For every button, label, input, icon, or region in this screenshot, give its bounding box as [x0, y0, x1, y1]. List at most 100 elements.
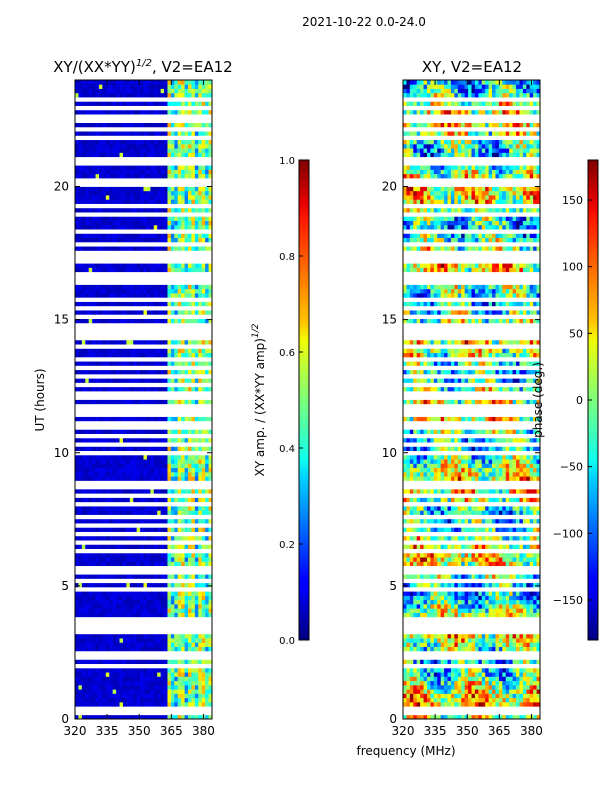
heatmap-cell — [164, 190, 168, 196]
heatmap-cell — [85, 352, 90, 358]
heatmap-cell — [116, 595, 120, 601]
heatmap-cell — [416, 544, 421, 549]
heatmap-cell — [450, 595, 455, 601]
heatmap-cell — [492, 633, 496, 639]
heatmap-cell — [98, 463, 103, 469]
heatmap-cell — [208, 237, 213, 243]
heatmap-cell — [98, 284, 103, 290]
heatmap-cell — [208, 224, 213, 230]
heatmap-cell — [164, 369, 168, 375]
heatmap-cell — [119, 224, 124, 230]
heatmap-cell — [430, 689, 435, 694]
heatmap-cell — [502, 612, 507, 618]
heatmap-cell — [478, 697, 483, 703]
heatmap-cell — [143, 608, 148, 613]
heatmap-cell — [488, 684, 493, 690]
heatmap-cell — [112, 544, 117, 549]
heatmap-cell — [102, 288, 107, 294]
heatmap-cell — [208, 459, 213, 464]
heatmap-cell — [519, 646, 524, 652]
heatmap-cell — [208, 659, 213, 665]
heatmap-cell — [430, 552, 435, 558]
heatmap-cell — [75, 497, 79, 503]
heatmap-cell — [170, 471, 175, 477]
heatmap-cell — [153, 339, 158, 345]
heatmap-cell — [136, 676, 141, 682]
heatmap-cell — [105, 92, 110, 98]
heatmap-cell — [433, 659, 438, 665]
heatmap-cell — [464, 518, 469, 524]
heatmap-cell — [133, 92, 138, 98]
heatmap-cell — [440, 582, 445, 588]
heatmap-cell — [512, 646, 517, 652]
heatmap-cell — [129, 714, 134, 720]
heatmap-cell — [194, 463, 199, 469]
heatmap-cell — [498, 476, 503, 481]
heatmap-cell — [119, 173, 124, 179]
heatmap-cell — [150, 284, 155, 290]
heatmap-cell — [403, 672, 407, 677]
heatmap-cell — [153, 310, 158, 315]
heatmap-cell — [198, 348, 203, 354]
heatmap-cell — [188, 190, 192, 196]
heatmap-cell — [153, 582, 158, 588]
heatmap-cell — [433, 557, 438, 562]
heatmap-cell — [116, 488, 120, 494]
amplitude-colorbar: 0.00.20.40.60.81.0 XY amp. / (XX*YY amp)… — [251, 156, 310, 647]
heatmap-cell — [170, 429, 175, 434]
heatmap-cell — [140, 339, 144, 345]
heatmap-cell — [191, 612, 196, 618]
heatmap-cell — [75, 361, 79, 366]
heatmap-cell — [444, 527, 448, 532]
heatmap-cell — [136, 612, 141, 618]
y-tick-label: 15 — [54, 313, 69, 327]
heatmap-cell — [198, 595, 203, 601]
heatmap-cell — [164, 237, 168, 243]
heatmap-cell — [184, 190, 189, 196]
heatmap-cell — [136, 672, 141, 677]
heatmap-cell — [426, 603, 431, 609]
heatmap-cell — [177, 190, 182, 196]
missing-data-gap — [75, 156, 212, 162]
heatmap-cell — [146, 139, 151, 145]
heatmap-cell — [423, 608, 428, 613]
heatmap-cell — [485, 667, 490, 673]
heatmap-cell — [119, 199, 124, 204]
heatmap-cell — [126, 638, 131, 643]
heatmap-cell — [194, 361, 199, 366]
heatmap-cell — [143, 680, 148, 686]
missing-data-gap — [403, 655, 540, 660]
heatmap-cell — [153, 701, 158, 707]
heatmap-cell — [201, 667, 206, 673]
heatmap-cell — [437, 667, 442, 673]
heatmap-cell — [105, 693, 110, 699]
heatmap-cell — [184, 659, 189, 665]
heatmap-cell — [198, 476, 203, 481]
heatmap-cell — [406, 510, 411, 515]
heatmap-cell — [95, 488, 100, 494]
heatmap-cell — [105, 608, 110, 613]
heatmap-cell — [119, 378, 124, 383]
heatmap-cell — [146, 293, 151, 298]
heatmap-cell — [157, 437, 162, 443]
heatmap-cell — [478, 684, 483, 690]
heatmap-cell — [536, 659, 541, 665]
heatmap-cell — [78, 378, 83, 383]
heatmap-cell — [105, 263, 110, 268]
heatmap-cell — [181, 148, 185, 153]
heatmap-cell — [526, 633, 531, 639]
heatmap-cell — [153, 446, 158, 452]
heatmap-cell — [406, 672, 411, 677]
heatmap-cell — [102, 467, 107, 473]
heatmap-cell — [126, 399, 131, 405]
heatmap-cell — [95, 638, 100, 643]
heatmap-cell — [102, 518, 107, 524]
heatmap-cell — [505, 633, 510, 639]
heatmap-cell — [485, 510, 490, 515]
heatmap-cell — [126, 527, 131, 532]
heatmap-cell — [88, 701, 93, 707]
heatmap-cell — [92, 186, 96, 192]
heatmap-cell — [505, 599, 510, 605]
heatmap-cell — [143, 467, 148, 473]
heatmap-cell — [177, 143, 182, 149]
